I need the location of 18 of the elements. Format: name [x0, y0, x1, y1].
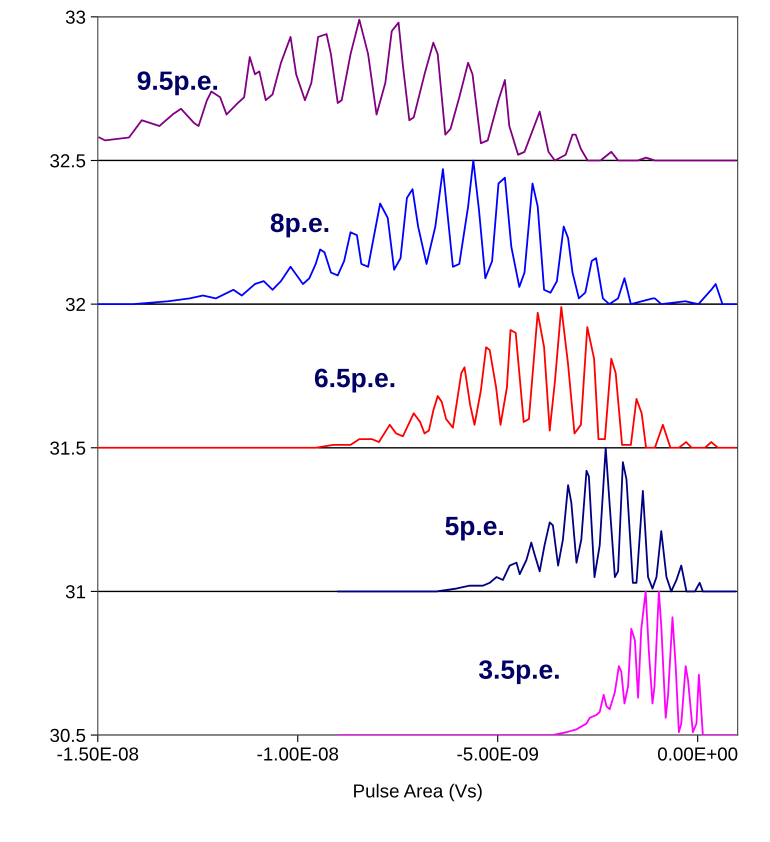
- series-label: 5p.e.: [445, 516, 503, 541]
- series-label: 3.5p.e.: [479, 660, 559, 684]
- x-tick-label: 0.00E+00: [658, 747, 738, 761]
- y-tick-label: 31.5: [50, 441, 86, 455]
- y-tick-label: 32.5: [50, 154, 86, 168]
- y-tick-label: 32: [66, 298, 86, 312]
- y-tick-label: 33: [66, 10, 86, 24]
- x-tick-label: -1.00E-08: [257, 747, 338, 761]
- y-tick-label: 30.5: [50, 728, 86, 742]
- series-label: 9.5p.e.: [138, 71, 218, 96]
- line-series: [337, 446, 736, 592]
- line-series: [337, 590, 736, 736]
- series-label: 6.5p.e.: [314, 368, 394, 393]
- x-tick-label: -1.50E-08: [57, 747, 138, 761]
- x-axis-title: Pulse Area (Vs): [354, 784, 482, 802]
- series-label: 8p.e.: [270, 214, 328, 238]
- x-tick-label: -5.00E-09: [457, 747, 538, 761]
- y-tick-label: 31: [66, 585, 86, 598]
